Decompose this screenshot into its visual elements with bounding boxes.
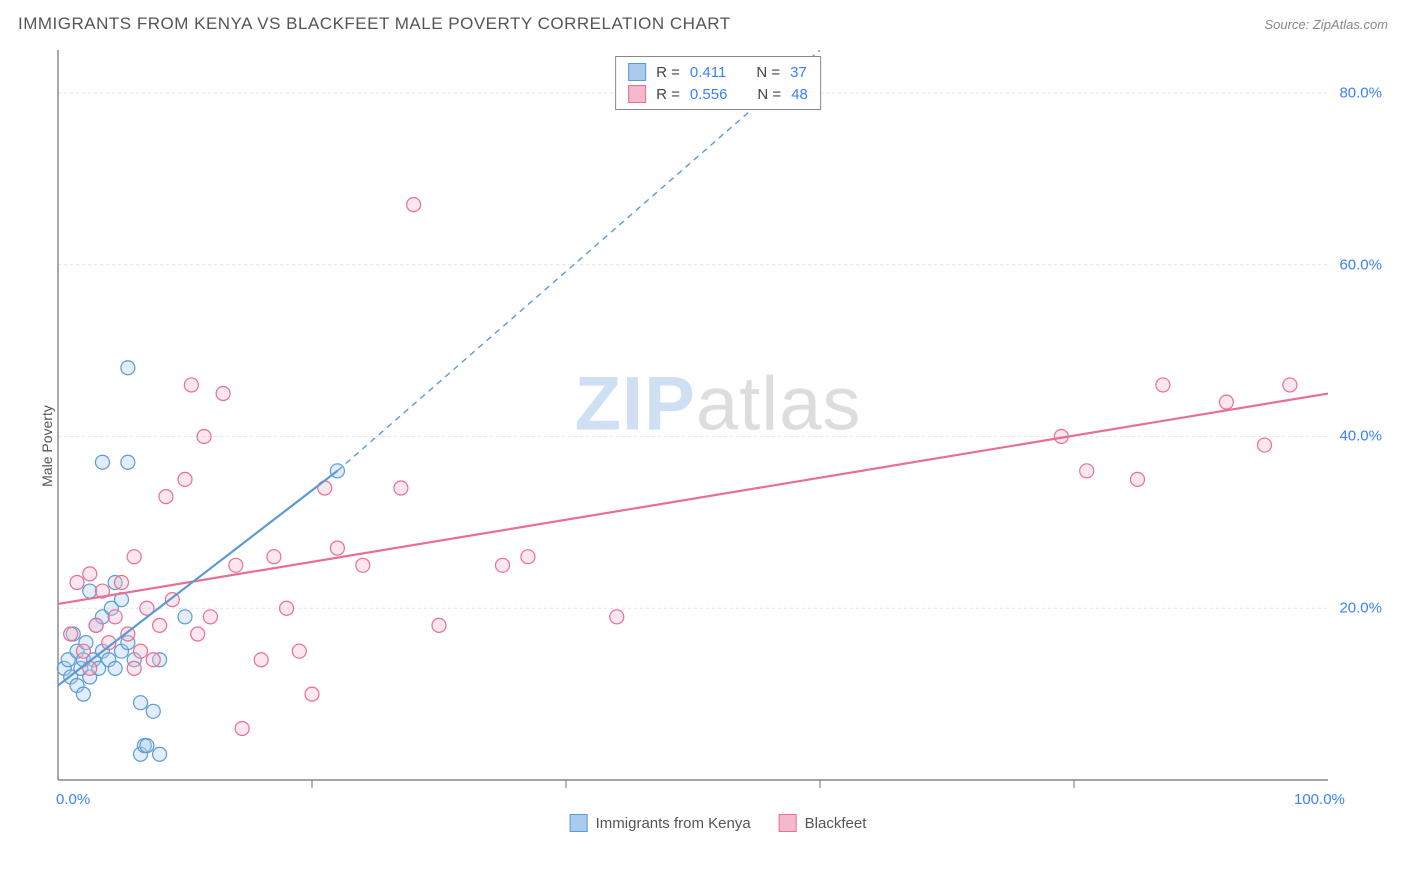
n-label: N = <box>757 86 781 103</box>
plot-svg <box>48 50 1388 820</box>
legend-item-kenya: Immigrants from Kenya <box>570 814 751 832</box>
legend-row-kenya: R = 0.411 N = 37 <box>628 61 808 83</box>
swatch-blackfeet <box>628 85 646 103</box>
y-tick: 60.0% <box>1339 256 1382 273</box>
y-tick: 80.0% <box>1339 84 1382 101</box>
swatch-kenya-2 <box>570 814 588 832</box>
swatch-kenya <box>628 63 646 81</box>
legend-label-kenya: Immigrants from Kenya <box>596 815 751 832</box>
y-tick: 20.0% <box>1339 600 1382 617</box>
legend-statistics: R = 0.411 N = 37 R = 0.556 N = 48 <box>615 56 821 110</box>
n-value-kenya: 37 <box>790 64 807 81</box>
chart-title: IMMIGRANTS FROM KENYA VS BLACKFEET MALE … <box>18 14 731 34</box>
x-tick-min: 0.0% <box>56 791 90 808</box>
r-value-blackfeet: 0.556 <box>690 86 728 103</box>
source-attribution: Source: ZipAtlas.com <box>1264 17 1388 32</box>
legend-row-blackfeet: R = 0.556 N = 48 <box>628 83 808 105</box>
scatter-plot: ZIPatlas R = 0.411 N = 37 R = 0.556 N = … <box>48 50 1388 820</box>
swatch-blackfeet-2 <box>779 814 797 832</box>
legend-item-blackfeet: Blackfeet <box>779 814 867 832</box>
legend-series-group: Immigrants from Kenya Blackfeet <box>570 814 867 832</box>
r-label: R = <box>656 86 680 103</box>
r-value-kenya: 0.411 <box>690 64 726 81</box>
n-label: N = <box>756 64 780 81</box>
r-label: R = <box>656 64 680 81</box>
header: IMMIGRANTS FROM KENYA VS BLACKFEET MALE … <box>18 14 1388 34</box>
legend-label-blackfeet: Blackfeet <box>805 815 867 832</box>
n-value-blackfeet: 48 <box>791 86 808 103</box>
y-tick: 40.0% <box>1339 428 1382 445</box>
x-tick-max: 100.0% <box>1294 791 1345 808</box>
